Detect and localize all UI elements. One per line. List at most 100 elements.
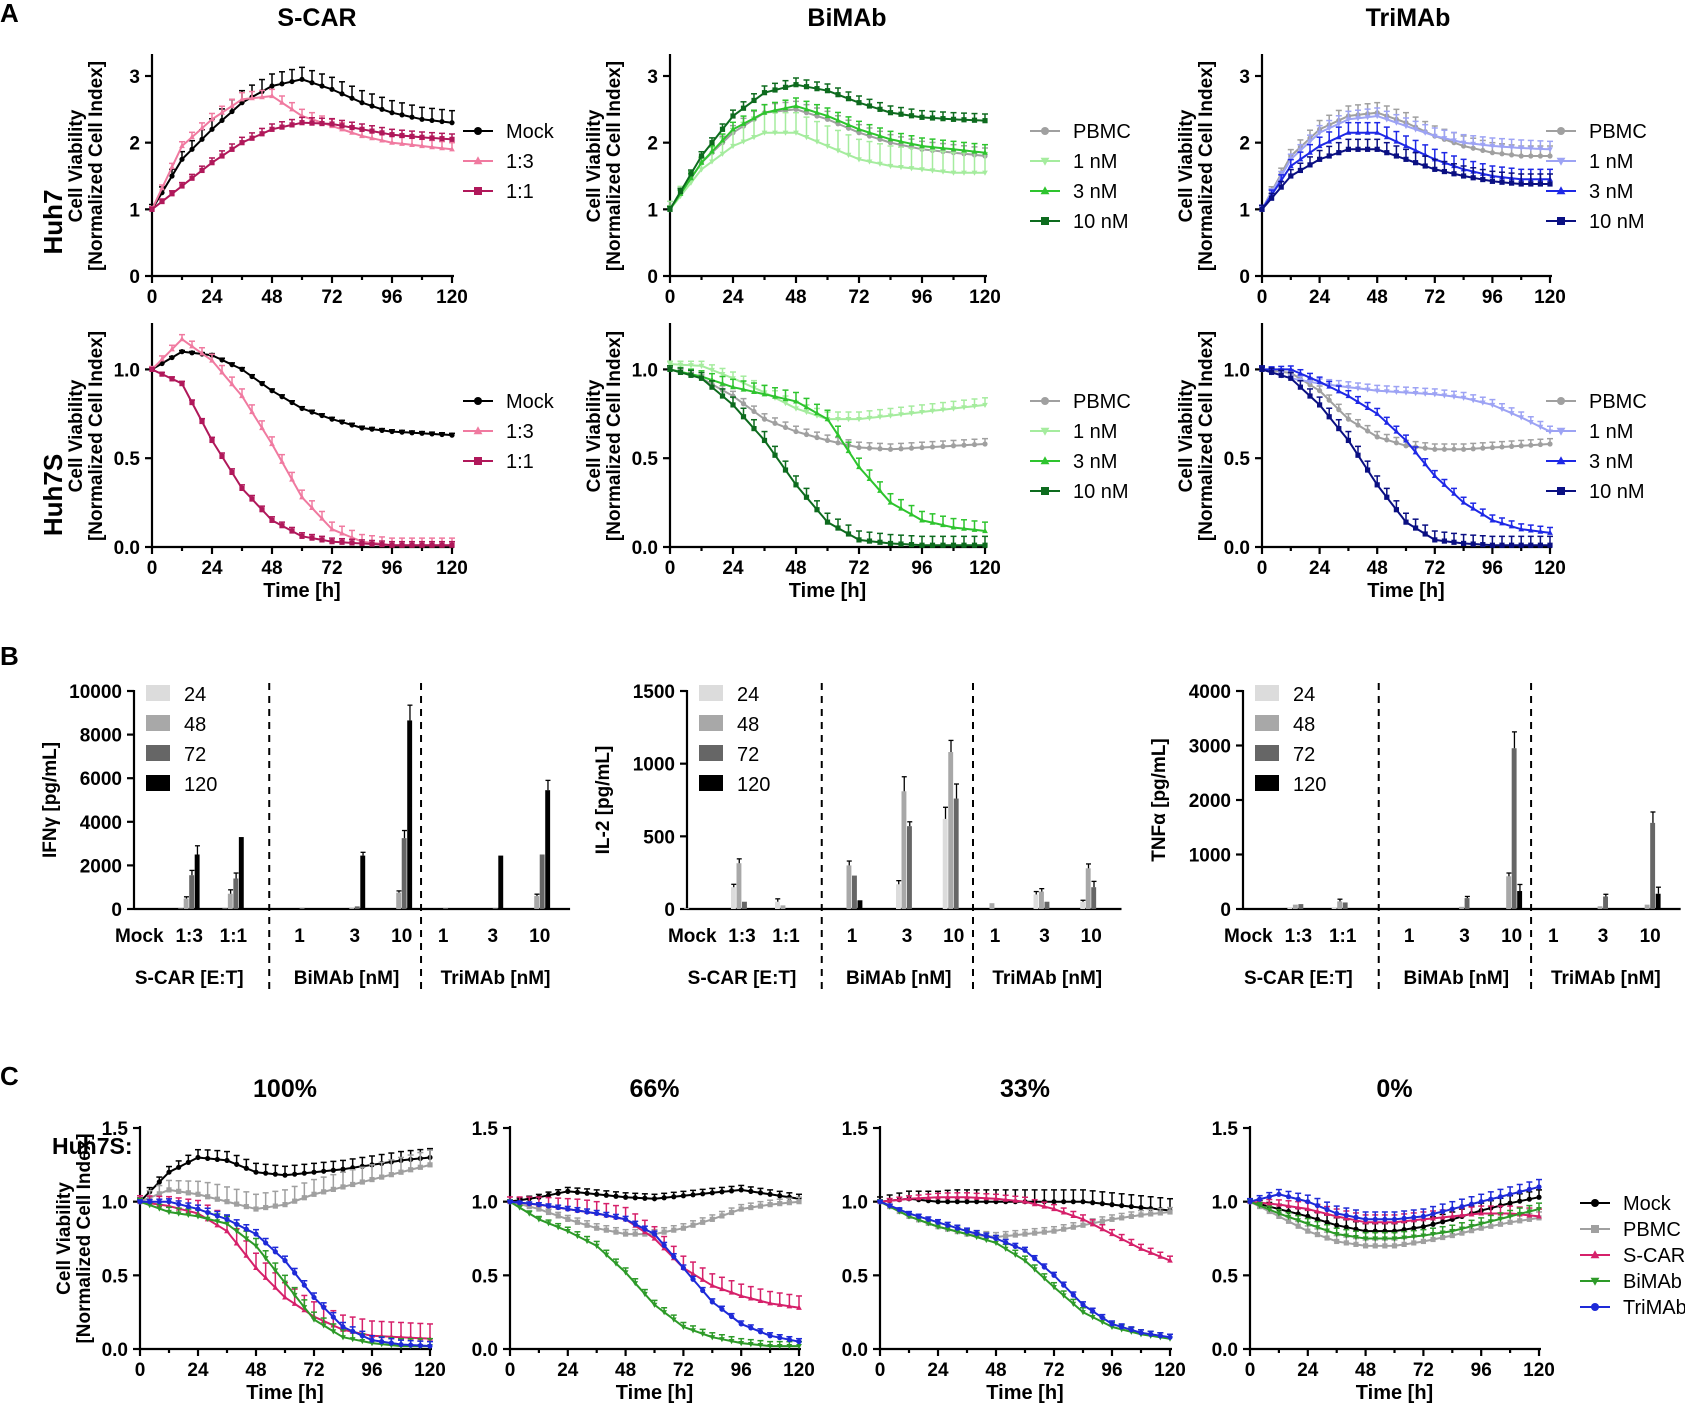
panel-b-tnfa-legend-swatch bbox=[1255, 685, 1279, 701]
panel-a-huh7s-scar-data-point bbox=[419, 430, 425, 436]
panel-a-huh7-bimab-data-point bbox=[898, 111, 904, 117]
panel-a-huh7-scar-legend-label: 1:1 bbox=[506, 181, 534, 203]
panel-c-66-data-point bbox=[603, 1192, 609, 1198]
panel-a-huh7-scar-data-point bbox=[449, 146, 455, 152]
panel-a-huh7-bimab-data-point bbox=[761, 130, 768, 136]
panel-c-100-data-point bbox=[321, 1304, 327, 1310]
panel-c-100-x-tick-label: 96 bbox=[361, 1360, 382, 1381]
panel-a-huh7s-bimab-data-point bbox=[908, 445, 915, 451]
panel-c-0-data-point bbox=[1305, 1199, 1311, 1205]
panel-c-100-data-point bbox=[166, 1169, 172, 1175]
panel-c-100-data-point bbox=[301, 1305, 308, 1311]
panel-b-il2-category-label: 1:1 bbox=[772, 926, 800, 947]
panel-c-100-x-tick-label: 120 bbox=[414, 1360, 446, 1381]
panel-c-66-data-point bbox=[786, 1303, 793, 1309]
panel-a-huh7-scar-data-point bbox=[269, 83, 275, 89]
panel-a-huh7s-bimab-series-1nm bbox=[667, 360, 988, 423]
panel-c-100-data-point bbox=[263, 1240, 269, 1246]
panel-a-huh7s-scar-data-point bbox=[349, 540, 355, 546]
panel-c-100-data-point bbox=[214, 1222, 221, 1228]
panel-a-huh7s-scar-data-point bbox=[219, 357, 225, 363]
panel-a-huh7s-bimab-data-point bbox=[887, 446, 894, 452]
panel-a-huh7s-scar-data-point bbox=[349, 534, 355, 540]
panel-c-33-data-point bbox=[925, 1194, 932, 1200]
panel-b-il2-bar bbox=[846, 865, 852, 909]
panel-a-huh7s-trimab-data-point bbox=[1393, 389, 1400, 396]
panel-a-huh7-scar-data-point bbox=[359, 132, 365, 139]
panel-a-huh7s-trimab-data-point bbox=[1355, 398, 1361, 405]
panel-a-huh7s-bimab-data-point bbox=[709, 384, 715, 390]
panel-a-huh7s-scar-legend-marker bbox=[474, 397, 482, 405]
panel-a-huh7-trimab-data-point bbox=[1316, 142, 1323, 149]
panel-a-huh7s-trimab-data-point bbox=[1518, 415, 1525, 421]
panel-a-huh7s-trimab-data-point bbox=[1460, 395, 1467, 401]
panel-c-66-data-point bbox=[690, 1276, 696, 1282]
panel-b-il2-legend-swatch bbox=[699, 715, 723, 731]
panel-c-33-data-point bbox=[974, 1199, 980, 1205]
panel-c-0-data-point bbox=[1468, 1228, 1475, 1234]
panel-c-0-data-point bbox=[1526, 1196, 1532, 1202]
panel-a-huh7-scar-data-point bbox=[199, 167, 205, 174]
panel-c-100-data-point bbox=[340, 1324, 346, 1330]
panel-c-33-data-point bbox=[1109, 1321, 1115, 1327]
panel-a-huh7s-scar-y-tick-label: 1.0 bbox=[114, 360, 140, 381]
panel-a-huh7s-scar-data-point bbox=[419, 542, 425, 548]
panel-b-il2-legend-swatch bbox=[699, 685, 723, 701]
panel-a-huh7-scar-y-label-2: [Normalized Cell Index] bbox=[86, 61, 107, 271]
panel-c-0-x-tick-label: 72 bbox=[1413, 1360, 1434, 1381]
panel-a-huh7s-trimab-data-point bbox=[1384, 494, 1390, 500]
panel-a-huh7s-trimab-data-point bbox=[1461, 446, 1467, 452]
panel-a-huh7s-scar-data-point bbox=[249, 373, 255, 380]
panel-a-huh7-scar-data-point bbox=[449, 120, 455, 126]
panel-a-huh7s-bimab-data-point bbox=[866, 538, 873, 544]
panel-a-huh7-bimab-y-tick-label: 2 bbox=[647, 134, 658, 155]
panel-a-huh7s-bimab-data-point bbox=[961, 405, 967, 411]
panel-c-66-data-point bbox=[680, 1265, 687, 1271]
panel-c-33-data-point bbox=[1012, 1243, 1018, 1249]
panel-c-100-data-point bbox=[253, 1264, 259, 1271]
panel-c-66-data-point bbox=[545, 1192, 552, 1198]
panel-c-100-data-point bbox=[146, 1203, 153, 1209]
panel-c-100-data-point bbox=[417, 1342, 423, 1349]
panel-c-66-data-point bbox=[526, 1211, 533, 1217]
panel-a-huh7-bimab-data-point bbox=[856, 100, 862, 106]
panel-c-66-data-point bbox=[565, 1188, 571, 1194]
panel-c-66-data-point bbox=[680, 1193, 687, 1199]
panel-c-0-data-point bbox=[1526, 1209, 1533, 1215]
panel-c-100-data-point bbox=[243, 1203, 249, 1210]
panel-a-huh7s-scar-data-point bbox=[429, 542, 435, 548]
panel-a-huh7s-bimab-legend-marker bbox=[1041, 397, 1049, 405]
panel-c-66-data-point bbox=[584, 1190, 590, 1196]
panel-a-huh7-trimab-data-point bbox=[1489, 178, 1495, 184]
panel-a-huh7s-scar-data-point bbox=[399, 542, 405, 548]
panel-c-33-data-point bbox=[906, 1210, 912, 1217]
panel-a-huh7-trimab-data-point bbox=[1269, 195, 1275, 201]
panel-c-0-legend-marker bbox=[1590, 1250, 1600, 1259]
panel-c-33-data-point bbox=[1080, 1222, 1086, 1228]
panel-c-33-data-point bbox=[1138, 1330, 1144, 1336]
panel-a-huh7-bimab-data-point bbox=[698, 153, 705, 159]
panel-c-prefix: Huh7S: bbox=[52, 1133, 133, 1159]
panel-c-0-data-point bbox=[1497, 1221, 1504, 1227]
panel-c-33-data-point bbox=[906, 1195, 912, 1201]
panel-c-66-data-point bbox=[613, 1261, 619, 1267]
panel-a-huh7-scar-legend-marker bbox=[474, 187, 482, 195]
panel-c-100-data-point bbox=[147, 1199, 153, 1205]
panel-c-33-data-point bbox=[896, 1206, 902, 1213]
panel-a-huh7s-scar-data-point bbox=[339, 530, 345, 536]
panel-c-33-x-tick-label: 48 bbox=[985, 1360, 1006, 1381]
panel-c-66-data-point bbox=[632, 1221, 638, 1227]
panel-c-33-data-point bbox=[1061, 1199, 1067, 1205]
panel-c-0-data-point bbox=[1285, 1214, 1292, 1221]
panel-a-huh7-bimab-series-3nm bbox=[667, 97, 988, 212]
panel-a-huh7s-trimab-y-tick-label: 0.0 bbox=[1224, 538, 1250, 559]
panel-a-huh7s-scar-x-tick-label: 96 bbox=[381, 558, 402, 579]
panel-a-huh7-trimab-legend-marker bbox=[1556, 157, 1566, 166]
panel-a-huh7-scar-data-point bbox=[289, 122, 295, 128]
panel-a-huh7-scar-data-point bbox=[369, 135, 375, 141]
panel-c-33-y-tick-label: 1.0 bbox=[842, 1193, 868, 1214]
panel-c-100-data-point bbox=[166, 1187, 172, 1193]
panel-c-0-data-point bbox=[1343, 1224, 1349, 1230]
panel-a-huh7s-scar-data-point bbox=[179, 349, 185, 355]
